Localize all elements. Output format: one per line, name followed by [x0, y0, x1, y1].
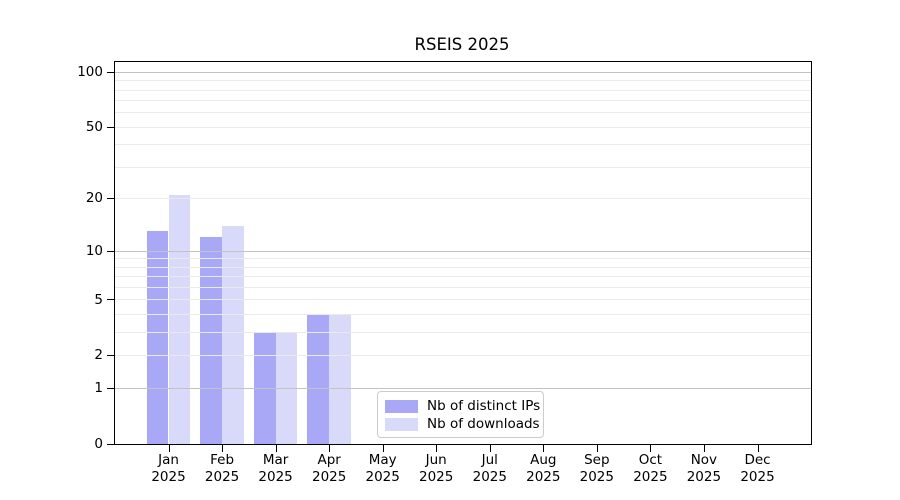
plot-area: 0 1 2 5 10 20 50 100 Jan 2025 Feb 2025 Mar 2025 Apr 202…	[77, 61, 812, 485]
x-tick-mark	[650, 445, 652, 452]
x-tick-mark	[543, 445, 545, 452]
x-tick-mark	[436, 445, 438, 452]
gridline-minor	[115, 80, 811, 81]
x-tick-label-month: Nov	[690, 452, 718, 468]
y-tick-mark	[107, 355, 114, 356]
bar-nb-downloads-jan	[168, 194, 191, 444]
x-tick-label: Jun 2025	[404, 452, 468, 485]
legend: Nb of distinct IPs Nb of downloads	[377, 391, 544, 438]
y-tick-mark	[107, 388, 114, 389]
y-tick-mark	[107, 444, 114, 445]
x-tick-label-year: 2025	[204, 468, 240, 485]
x-tick-label-month: Dec	[744, 452, 771, 468]
gridline-minor	[115, 144, 811, 145]
x-tick-label-month: Jun	[425, 452, 447, 468]
legend-item: Nb of downloads	[385, 416, 540, 432]
x-tick-mark	[757, 445, 759, 452]
x-tick-label-year: 2025	[472, 468, 507, 485]
gridline-minor	[115, 167, 811, 168]
x-tick-label-year: 2025	[633, 468, 668, 485]
y-tick-mark	[107, 251, 114, 252]
x-tick-label: Oct 2025	[618, 452, 682, 485]
legend-label-downloads: Nb of downloads	[427, 416, 540, 432]
bar-nb-distinct-ips-jan	[146, 231, 169, 444]
y-tick-label: 1	[94, 380, 103, 397]
x-tick-label-year: 2025	[686, 468, 722, 485]
x-tick-label-month: Mar	[262, 452, 289, 468]
x-tick-label: May 2025	[351, 452, 415, 485]
x-tick-label-year: 2025	[419, 468, 454, 485]
gridline-minor	[115, 198, 811, 199]
gridline-minor	[115, 267, 811, 268]
gridline-major	[115, 72, 811, 73]
x-tick-label: Aug 2025	[511, 452, 575, 485]
y-tick-label: 2	[94, 347, 103, 364]
x-tick-label: Jul 2025	[458, 452, 522, 485]
y-tick-label: 100	[77, 63, 103, 80]
x-tick-label-month: Oct	[638, 452, 663, 468]
gridline-minor	[115, 355, 811, 356]
x-tick-mark	[489, 445, 491, 452]
gridline-major	[115, 388, 811, 389]
y-tick-mark	[107, 72, 114, 73]
y-tick-mark	[107, 127, 114, 128]
x-tick-mark	[275, 445, 277, 452]
gridline-minor	[115, 100, 811, 101]
x-tick-label: Dec 2025	[726, 452, 790, 485]
x-tick-label: Sep 2025	[565, 452, 629, 485]
bar-nb-distinct-ips-apr	[307, 314, 330, 444]
y-tick-label: 10	[85, 242, 103, 259]
x-tick-mark	[168, 445, 170, 452]
bar-nb-downloads-apr	[329, 314, 351, 444]
x-tick-label: Mar 2025	[244, 452, 308, 485]
legend-swatch-distinct-ips	[385, 399, 418, 413]
x-tick-label-month: Sep	[584, 452, 610, 468]
gridline-major	[115, 251, 811, 252]
x-tick-label-year: 2025	[526, 468, 561, 485]
x-tick-label-month: May	[368, 452, 397, 468]
x-tick-label-year: 2025	[312, 468, 347, 485]
gridline-minor	[115, 287, 811, 288]
x-tick-mark	[596, 445, 598, 452]
gridline-minor	[115, 90, 811, 91]
legend-swatch-downloads	[385, 417, 418, 431]
x-tick-label-year: 2025	[258, 468, 293, 485]
x-tick-label: Feb 2025	[190, 452, 254, 485]
x-tick-mark	[382, 445, 384, 452]
gridline-minor	[115, 258, 811, 259]
y-tick-mark	[107, 299, 114, 300]
bar-nb-downloads-feb	[222, 225, 244, 444]
x-tick-label-year: 2025	[151, 468, 186, 485]
x-tick-label-month: Apr	[317, 452, 341, 468]
gridline-minor	[115, 314, 811, 315]
x-tick-label: Nov 2025	[672, 452, 736, 485]
x-tick-label-month: Feb	[210, 452, 235, 468]
x-tick-label-month: Jul	[481, 452, 498, 468]
bar-nb-distinct-ips-feb	[200, 237, 223, 444]
y-tick-label: 5	[94, 291, 103, 308]
gridline-minor	[115, 332, 811, 333]
x-tick-mark	[703, 445, 705, 452]
x-tick-label-month: Aug	[530, 452, 557, 468]
x-tick-label-month: Jan	[158, 452, 179, 468]
gridline-minor	[115, 112, 811, 113]
y-tick-label: 0	[94, 436, 103, 452]
x-tick-mark	[329, 445, 331, 452]
gridline-minor	[115, 127, 811, 128]
x-tick-label-year: 2025	[740, 468, 775, 485]
x-tick-label-year: 2025	[579, 468, 614, 485]
gridline-minor	[115, 299, 811, 300]
x-tick-label: Apr 2025	[297, 452, 361, 485]
x-tick-mark	[222, 445, 224, 452]
x-tick-label-year: 2025	[365, 468, 400, 485]
chart-title: RSEIS 2025	[414, 35, 510, 54]
y-tick-mark	[107, 198, 114, 199]
legend-item: Nb of distinct IPs	[385, 398, 540, 414]
legend-label-distinct-ips: Nb of distinct IPs	[427, 398, 541, 414]
gridline-minor	[115, 276, 811, 277]
x-tick-label: Jan 2025	[137, 452, 201, 485]
y-tick-label: 20	[85, 190, 103, 207]
y-tick-label: 50	[85, 118, 103, 135]
